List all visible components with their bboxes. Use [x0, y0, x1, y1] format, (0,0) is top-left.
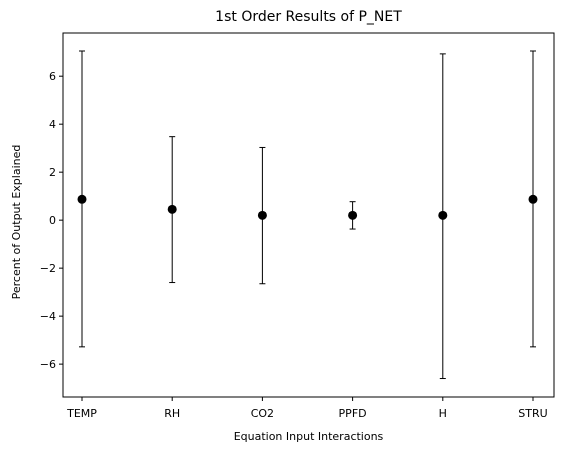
- y-tick-label: −2: [40, 262, 56, 275]
- data-point: [528, 194, 538, 204]
- x-axis-label: Equation Input Interactions: [234, 430, 384, 443]
- error-bar-group: [348, 201, 358, 230]
- data-point: [77, 194, 87, 204]
- data-point: [257, 210, 267, 220]
- error-bar-group: [257, 146, 267, 285]
- y-tick-label: 0: [49, 214, 56, 227]
- x-tick-label: PPFD: [339, 407, 367, 420]
- y-axis: −6 −4 −2 0 2 4 6: [40, 70, 63, 371]
- data-point: [348, 210, 358, 220]
- x-tick-label: TEMP: [66, 407, 97, 420]
- error-bar-group: [167, 136, 177, 284]
- chart-title: 1st Order Results of P_NET: [215, 9, 402, 25]
- x-tick-label: RH: [164, 407, 180, 420]
- error-bar-group: [438, 53, 448, 380]
- y-tick-label: 4: [49, 118, 56, 131]
- plot-area: [77, 50, 538, 380]
- y-tick-label: 6: [49, 70, 56, 83]
- error-bar-group: [528, 50, 538, 348]
- x-tick-label: CO2: [251, 407, 274, 420]
- y-axis-label: Percent of Output Explained: [10, 145, 23, 300]
- y-tick-label: −6: [40, 358, 56, 371]
- data-point: [438, 210, 448, 220]
- y-tick-label: 2: [49, 166, 56, 179]
- x-axis: TEMP RH CO2 PPFD H STRU: [66, 397, 548, 420]
- plot-frame: [62, 32, 555, 398]
- data-point: [167, 204, 177, 214]
- x-tick-label: H: [439, 407, 447, 420]
- y-tick-label: −4: [40, 310, 56, 323]
- error-bar-group: [77, 50, 87, 348]
- x-tick-label: STRU: [518, 407, 547, 420]
